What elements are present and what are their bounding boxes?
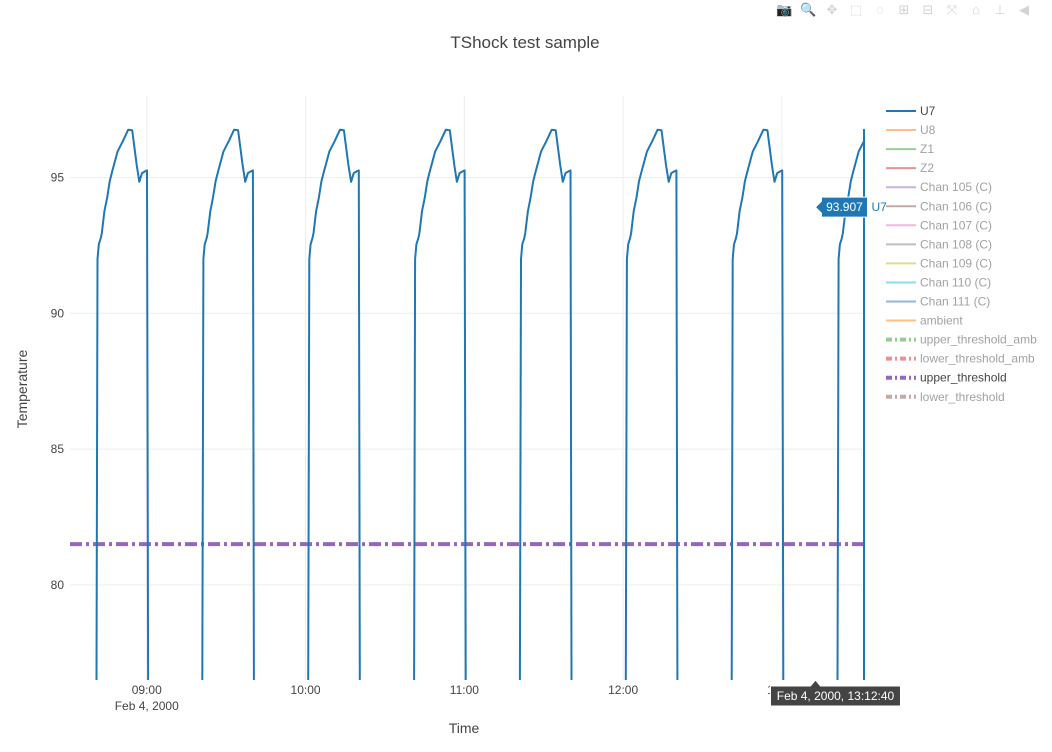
y-tick-label: 95 [51,170,65,184]
legend-label: U8 [920,123,936,137]
legend-label: lower_threshold [920,390,1005,404]
y-tick-label: 90 [51,306,65,320]
box-select-icon[interactable]: ⬚ [849,2,863,17]
legend-label: Chan 108 (C) [920,237,992,251]
legend-item-chan-106-c[interactable]: Chan 106 (C) [886,199,992,213]
y-axis-title: Temperature [14,349,30,428]
legend-label: ambient [920,314,963,328]
hover-compare-icon[interactable]: ◀ [1019,2,1029,17]
legend-label: Z2 [920,161,934,175]
legend-item-z2[interactable]: Z2 [886,161,934,175]
legend-label: upper_threshold_amb [920,333,1037,347]
legend-label: Chan 105 (C) [920,180,992,194]
legend-label: Chan 106 (C) [920,199,992,213]
legend-label: Chan 110 (C) [920,275,991,289]
y-tick-label: 85 [51,442,65,456]
autoscale-icon[interactable]: ⤧ [946,2,958,17]
legend-item-lower-threshold-amb[interactable]: lower_threshold_amb [886,352,1035,366]
x-tick-label: 10:00 [291,683,321,697]
camera-icon[interactable]: 📷 [776,2,793,17]
legend-item-chan-110-c[interactable]: Chan 110 (C) [886,275,991,289]
spike-lines-icon[interactable]: ⊥ [994,2,1006,17]
series-line-u7 [95,128,865,681]
zoom-out-icon[interactable]: ⊟ [922,2,934,17]
legend-item-z1[interactable]: Z1 [886,142,934,156]
reset-axes-icon[interactable]: ⌂ [972,2,980,17]
series-lines [95,128,865,681]
legend-item-chan-111-c[interactable]: Chan 111 (C) [886,295,990,309]
legend-item-u8[interactable]: U8 [886,123,936,137]
hover-value-text: 93.907 [826,200,863,214]
x-axis-title: Time [449,720,480,736]
legend-item-chan-107-c[interactable]: Chan 107 (C) [886,218,992,232]
legend-label: Chan 107 (C) [920,218,992,232]
hover-value-label: 93.907 U7 [814,196,887,218]
pan-icon[interactable]: ✥ [826,2,838,17]
legend-item-chan-108-c[interactable]: Chan 108 (C) [886,237,992,251]
chart-title: TShock test sample [450,33,599,52]
legend-item-upper-threshold[interactable]: upper_threshold [886,371,1007,385]
legend-item-ambient[interactable]: ambient [886,314,963,328]
legend-item-lower-threshold[interactable]: lower_threshold [886,390,1005,404]
x-tick-sublabel: Feb 4, 2000 [115,699,179,713]
x-tick-label: 09:00 [132,683,162,697]
y-axis-ticks: 80 85 90 95 [51,170,65,591]
zoom-in-icon[interactable]: ⊞ [898,2,910,17]
legend-label: Z1 [920,142,934,156]
zoom-icon[interactable]: 🔍 [800,2,817,17]
hover-series-name: U7 [871,200,887,214]
legend-label: U7 [920,104,936,118]
x-tick-label: 12:00 [608,683,638,697]
legend-item-chan-105-c[interactable]: Chan 105 (C) [886,180,992,194]
legend[interactable]: U7 U8 Z1 Z2 Chan 105 (C) Chan 106 (C) Chan 107… [886,104,1037,404]
legend-item-upper-threshold-amb[interactable]: upper_threshold_amb [886,333,1037,347]
legend-item-chan-109-c[interactable]: Chan 109 (C) [886,256,992,270]
legend-item-u7[interactable]: U7 [886,104,936,118]
modebar: 📷 🔍 ✥ ⬚ ◌ ⊞ ⊟ ⤧ ⌂ ⊥ ◀ [776,2,1032,20]
lasso-select-icon[interactable]: ◌ [876,2,884,17]
legend-label: lower_threshold_amb [920,352,1035,366]
legend-label: upper_threshold [920,371,1007,385]
hover-x-label: Feb 4, 2000, 13:12:40 [769,679,901,707]
x-tick-label: 11:00 [450,683,479,697]
y-tick-label: 80 [51,578,65,592]
hover-labels: 93.907 U7 Feb 4, 2000, 13:12:40 [769,196,901,707]
legend-label: Chan 109 (C) [920,256,992,270]
legend-label: Chan 111 (C) [920,295,990,309]
hover-x-text: Feb 4, 2000, 13:12:40 [777,689,895,703]
